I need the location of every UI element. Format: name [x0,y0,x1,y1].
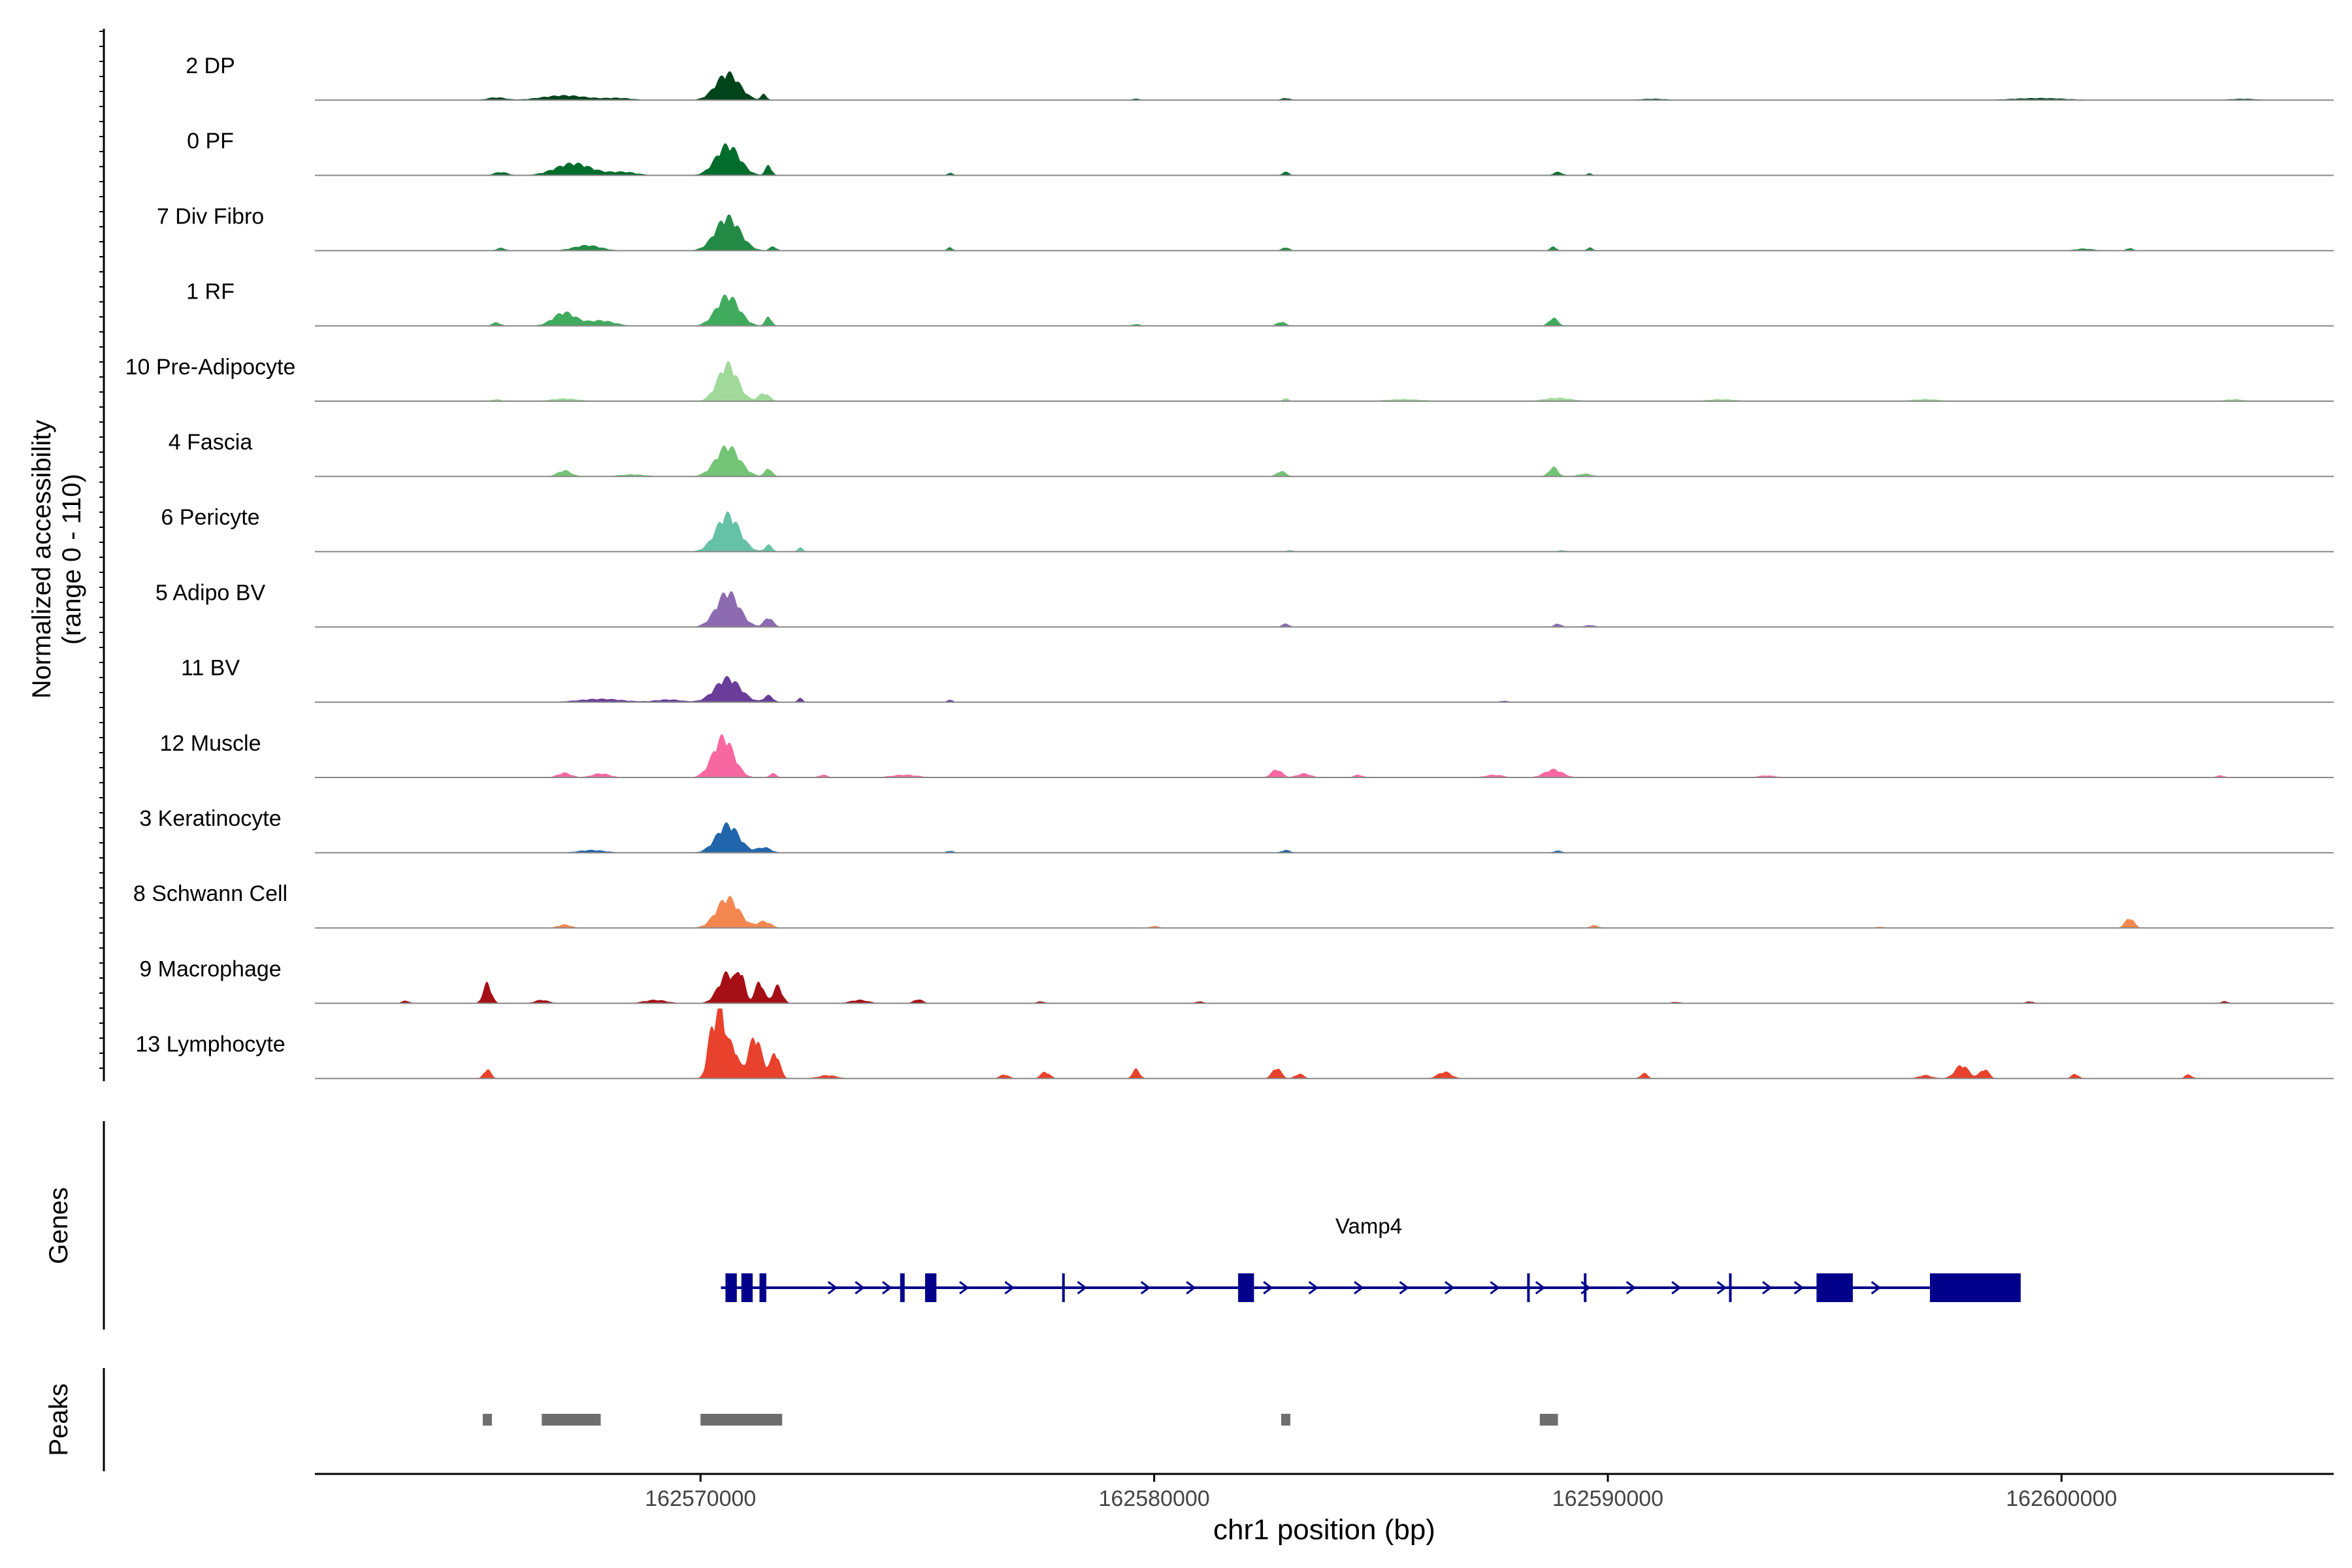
coverage-area-2 [315,214,2334,251]
x-axis-title: chr1 position (bp) [1213,1514,1435,1546]
y-axis-label: Normalized accessibility [27,420,56,699]
track-label-2: 7 Div Fibro [157,204,264,229]
track-11: 8 Schwann Cell [133,881,2334,929]
exon-3 [900,1273,905,1302]
track-label-7: 5 Adipo BV [155,580,266,605]
peak-region-3 [1281,1414,1291,1426]
track-6: 6 Pericyte [161,505,2334,553]
coverage-area-4 [315,361,2334,401]
track-12: 9 Macrophage [139,956,2334,1004]
track-7: 5 Adipo BV [155,580,2334,628]
peak-regions [482,1414,1558,1426]
track-label-12: 9 Macrophage [139,956,281,981]
coverage-area-7 [315,591,2334,627]
track-label-6: 6 Pericyte [161,505,259,530]
peak-region-2 [700,1414,783,1426]
strand-arrow-11 [1354,1281,1364,1295]
gene-name: Vamp4 [1335,1214,1402,1238]
strand-arrow-21 [1793,1281,1805,1295]
strand-arrow-1 [827,1281,838,1295]
track-8: 11 BV [181,656,2334,703]
track-label-8: 11 BV [181,656,240,681]
track-2: 7 Div Fibro [157,204,2334,252]
coverage-area-13 [315,1008,2334,1079]
gene-model-vamp4 [721,1273,2021,1302]
peak-region-0 [482,1414,492,1426]
strand-arrow-3 [882,1281,892,1295]
strand-arrow-7 [1140,1281,1151,1295]
coverage-area-3 [315,294,2334,326]
exon-0 [725,1273,737,1302]
genes-panel-label: Genes [44,1187,73,1264]
strand-arrow-5 [1004,1281,1015,1295]
x-tick-label-3: 162600000 [2006,1486,2117,1511]
x-tick-label-2: 162590000 [1552,1486,1663,1511]
coverage-tracks: 2 DP 0 PF 7 Div Fibro 1 RF 10 Pre-Adipocyte 4… [125,54,2334,1079]
coverage-area-12 [315,971,2334,1004]
track-label-13: 13 Lymphocyte [135,1032,285,1057]
track-label-1: 0 PF [187,129,234,154]
track-9: 12 Muscle [160,731,2334,778]
coverage-area-0 [315,71,2334,101]
strand-arrow-4 [959,1281,970,1295]
coverage-area-11 [315,896,2334,928]
peaks-panel-label: Peaks [44,1383,73,1456]
x-tick-label-1: 162580000 [1099,1486,1210,1511]
x-tick-label-0: 162570000 [645,1486,756,1511]
track-1: 0 PF [187,129,2334,176]
strand-arrow-22 [1870,1281,1882,1295]
track-4: 10 Pre-Adipocyte [125,355,2334,402]
strand-arrow-17 [1625,1281,1637,1295]
strand-arrow-20 [1762,1281,1772,1295]
track-label-0: 2 DP [186,54,235,78]
strand-arrow-14 [1490,1281,1500,1295]
strand-arrow-2 [855,1281,865,1295]
exon-6 [1816,1273,1853,1302]
strand-arrow-8 [1186,1281,1196,1295]
coverage-area-1 [315,143,2334,176]
coverage-area-10 [315,822,2334,853]
strand-arrow-12 [1399,1281,1410,1295]
track-3: 1 RF [186,280,2334,327]
strand-arrow-18 [1671,1281,1682,1295]
strand-arrow-6 [1077,1281,1088,1295]
track-10: 3 Keratinocyte [139,806,2334,854]
y-axis-label-range: (range 0 - 110) [57,474,86,645]
coverage-area-6 [315,511,2334,552]
track-0: 2 DP [186,54,2334,101]
peak-region-1 [542,1414,601,1426]
strand-arrow-19 [1716,1281,1727,1295]
strand-arrow-15 [1535,1281,1546,1295]
track-label-3: 1 RF [186,280,235,304]
track-label-11: 8 Schwann Cell [133,881,287,906]
track-label-5: 4 Fascia [169,430,253,455]
strand-arrow-13 [1445,1281,1455,1295]
coverage-y-ticks [99,31,104,1069]
coverage-area-8 [315,676,2334,702]
strand-arrow-9 [1263,1281,1273,1295]
track-5: 4 Fascia [169,430,2334,478]
x-axis-ticks: 162570000 162580000 162590000 162600000 [645,1474,2117,1511]
exon-2 [759,1273,766,1302]
strand-arrow-10 [1308,1281,1319,1295]
track-label-9: 12 Muscle [160,731,261,756]
exon-5 [1238,1273,1254,1302]
peak-region-4 [1539,1414,1558,1426]
coverage-area-5 [315,445,2334,477]
coverage-area-9 [315,734,2334,777]
exon-4 [924,1273,937,1302]
exon-7 [1930,1273,2021,1302]
track-label-4: 10 Pre-Adipocyte [125,355,296,380]
exon-1 [741,1273,753,1302]
track-label-10: 3 Keratinocyte [139,806,281,831]
track-13: 13 Lymphocyte [135,1008,2334,1079]
